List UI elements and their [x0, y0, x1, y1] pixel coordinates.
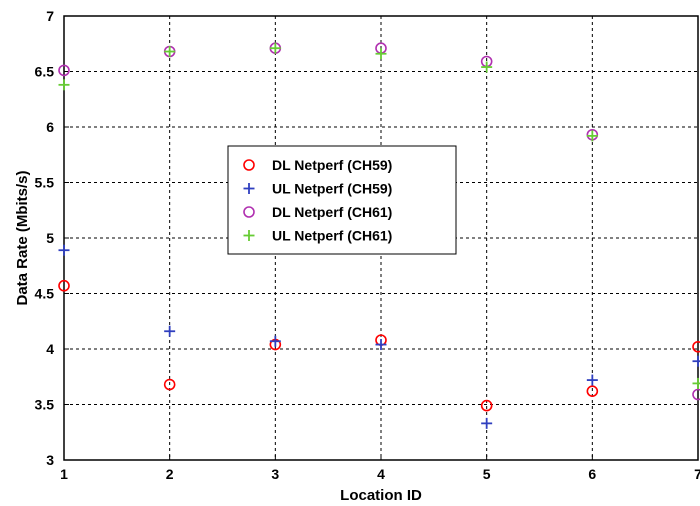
data-point	[375, 339, 387, 351]
legend-item: UL Netperf (CH59)	[243, 181, 392, 197]
data-point	[692, 377, 700, 389]
axis-ticks: 1 2 3 4 5 6 7 3 3.5 4 4.5 5 5.5 6 6.5 7	[35, 8, 700, 482]
y-tick-label: 3.5	[35, 397, 55, 413]
data-point	[586, 385, 599, 397]
legend-marker	[243, 159, 255, 171]
x-tick-label: 7	[694, 466, 700, 482]
data-point	[58, 244, 70, 256]
legend-marker	[243, 206, 255, 218]
y-tick-label: 3	[46, 452, 54, 468]
data-point	[586, 130, 598, 142]
y-tick-label: 5	[46, 230, 54, 246]
legend-label: UL Netperf (CH59)	[272, 181, 392, 197]
y-tick-label: 5.5	[35, 175, 55, 191]
data-point	[586, 374, 598, 386]
data-point	[164, 46, 176, 58]
data-point	[58, 64, 70, 77]
x-axis-label: Location ID	[340, 487, 422, 504]
legend-item: DL Netperf (CH61)	[243, 204, 392, 220]
series-3	[58, 42, 700, 389]
legend-marker	[243, 183, 255, 194]
data-point	[164, 325, 176, 337]
data-point	[480, 399, 493, 412]
y-tick-label: 4	[46, 341, 54, 357]
series-1	[58, 244, 700, 429]
x-tick-label: 1	[60, 466, 68, 482]
data-point	[269, 42, 281, 54]
y-tick-label: 4.5	[35, 286, 55, 302]
x-tick-label: 5	[483, 466, 491, 482]
legend-item: DL Netperf (CH59)	[243, 157, 392, 173]
data-point	[481, 417, 493, 429]
series-0	[58, 279, 700, 412]
data-point	[692, 340, 700, 353]
y-tick-label: 6.5	[35, 64, 55, 80]
data-point	[692, 355, 700, 367]
x-tick-label: 4	[377, 466, 385, 482]
legend: DL Netperf (CH59) UL Netperf (CH59) DL Net…	[227, 145, 457, 255]
legend-box	[227, 145, 457, 255]
data-point	[481, 61, 493, 73]
data-point	[163, 378, 176, 391]
data-point	[375, 48, 387, 60]
legend-label: UL Netperf (CH61)	[272, 228, 392, 244]
legend-label: DL Netperf (CH61)	[272, 204, 392, 220]
data-point	[269, 335, 281, 347]
x-tick-label: 3	[271, 466, 279, 482]
y-tick-label: 6	[46, 119, 54, 135]
legend-label: DL Netperf (CH59)	[272, 157, 392, 173]
legend-marker	[243, 230, 255, 241]
x-tick-label: 6	[588, 466, 596, 482]
data-point	[58, 79, 70, 91]
data-point	[58, 279, 70, 292]
legend-item: UL Netperf (CH61)	[243, 228, 392, 244]
data-points	[58, 42, 700, 429]
x-tick-label: 2	[166, 466, 174, 482]
y-axis-label: Data Rate (Mbits/s)	[14, 170, 31, 305]
data-point	[692, 388, 700, 401]
y-tick-label: 7	[46, 8, 54, 24]
